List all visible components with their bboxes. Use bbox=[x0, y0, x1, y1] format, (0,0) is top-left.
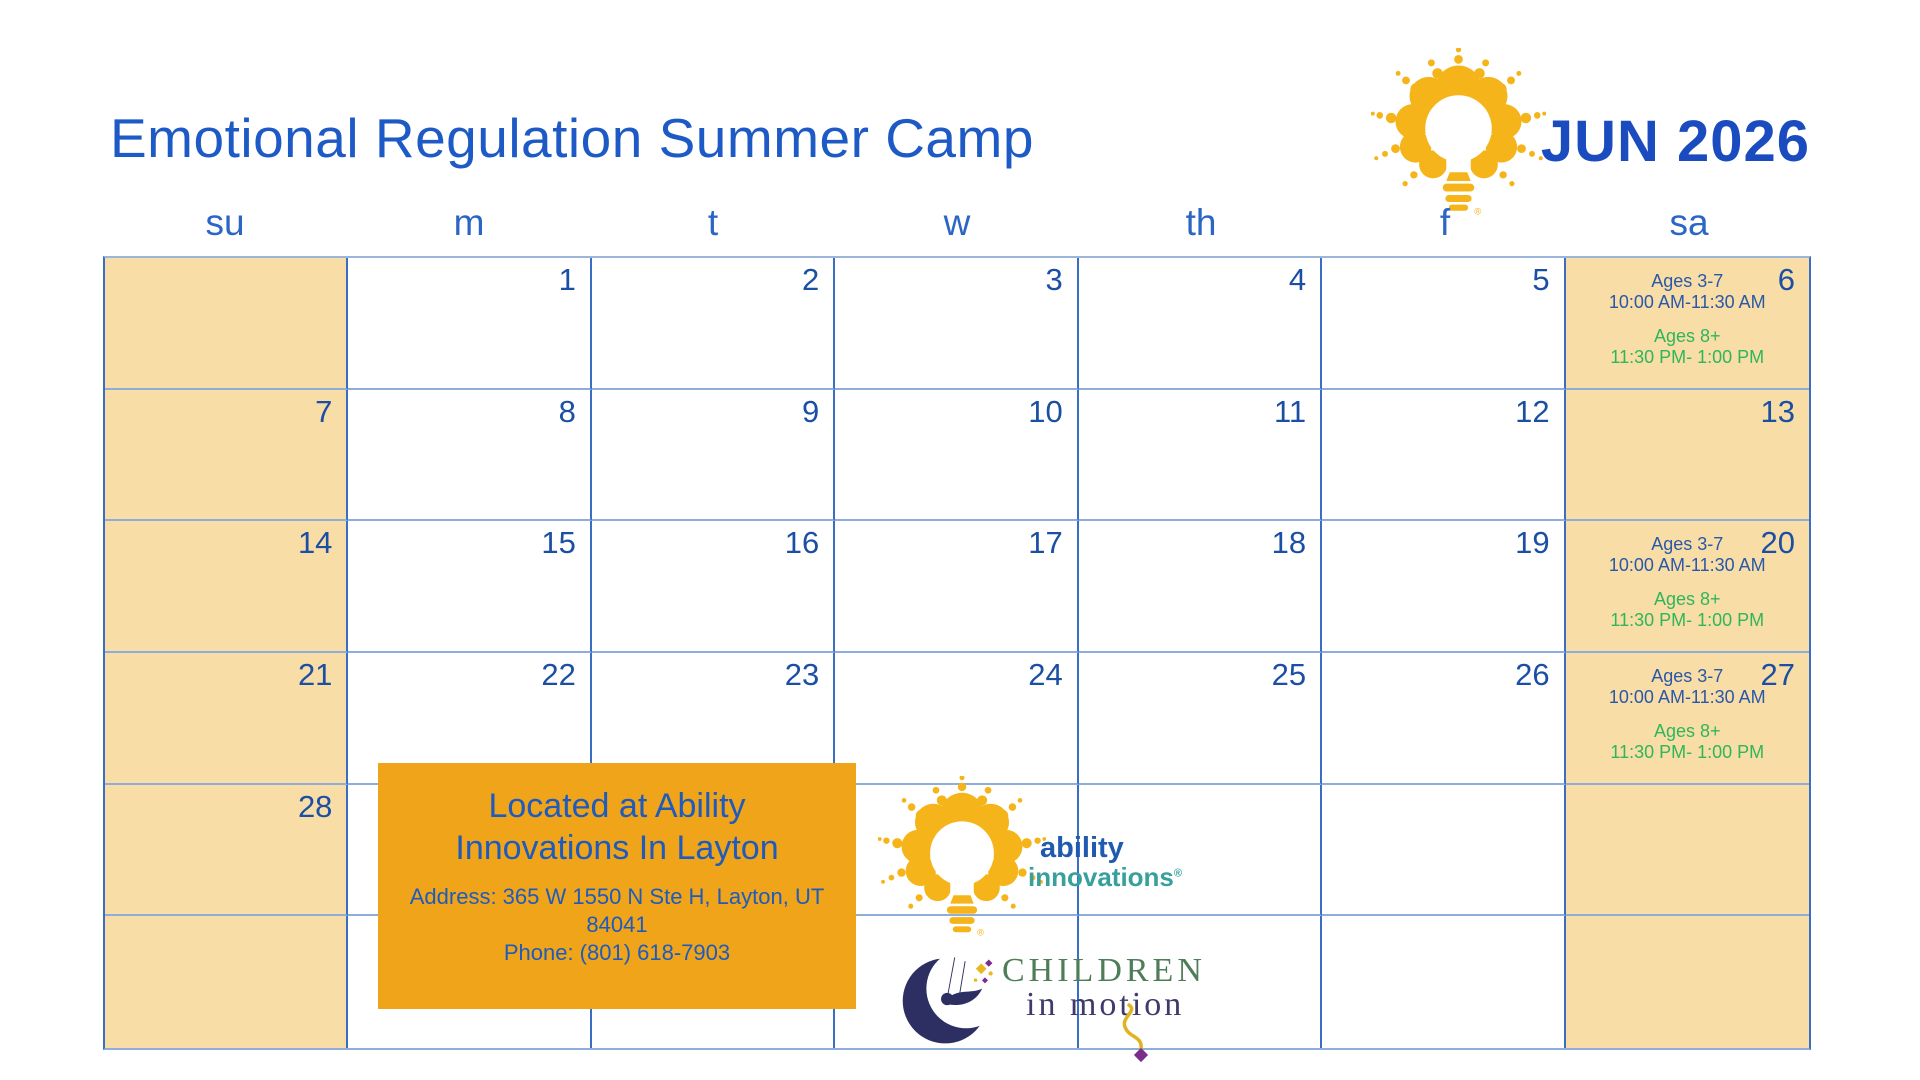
event-ages-3-7: Ages 3-7 10:00 AM-11:30 AM bbox=[1608, 271, 1766, 312]
weekday-label-wednesday: w bbox=[943, 202, 971, 243]
date-number: 2 bbox=[802, 262, 820, 297]
date-number: 24 bbox=[1028, 657, 1063, 692]
date-number: 14 bbox=[297, 525, 333, 561]
calendar-cell: 12 bbox=[1322, 389, 1566, 522]
location-address-line1: Address: 365 W 1550 N Ste H, Layton, UT bbox=[409, 884, 825, 909]
date-number: 21 bbox=[297, 657, 333, 692]
date-number: 9 bbox=[802, 393, 820, 429]
event-block: Ages 3-7 10:00 AM-11:30 AM Ages 8+ 11:30 PM… bbox=[1566, 521, 1809, 631]
children-logo-line2: in motion bbox=[1026, 986, 1185, 1023]
calendar-cell: 9 bbox=[591, 389, 836, 522]
calendar-cell: 6 Ages 3-7 10:00 AM-11:30 AM Ages 8+ 11:30 P… bbox=[1565, 258, 1809, 390]
kite-tail-swirl-icon bbox=[1122, 1003, 1149, 1063]
date-number: 7 bbox=[315, 393, 333, 429]
calendar-cell: 25 bbox=[1078, 653, 1323, 785]
weekday-label-sunday: su bbox=[205, 202, 245, 243]
event-block: Ages 3-7 10:00 AM-11:30 AM Ages 8+ 11:30 PM… bbox=[1566, 258, 1809, 368]
calendar-cell bbox=[1565, 916, 1809, 1048]
page-title: Emotional Regulation Summer Camp bbox=[110, 107, 1034, 169]
calendar-cell: 3 bbox=[835, 258, 1079, 390]
weekday-label-tuesday: t bbox=[707, 202, 719, 243]
date-number: 28 bbox=[297, 788, 333, 824]
calendar-cell: 26 bbox=[1322, 653, 1566, 785]
date-number: 13 bbox=[1760, 393, 1795, 429]
calendar-cell: 20 Ages 3-7 10:00 AM-11:30 AM Ages 8+ 11:30 … bbox=[1565, 521, 1809, 653]
children-in-motion-moon-icon bbox=[902, 948, 1002, 1044]
calendar-cell: 17 bbox=[835, 521, 1079, 653]
date-number: 16 bbox=[784, 525, 820, 561]
calendar-cell: 15 bbox=[348, 521, 592, 653]
calendar-cell: 4 bbox=[1078, 258, 1323, 390]
registered-mark: ® bbox=[1173, 867, 1183, 880]
weekday-label-saturday: sa bbox=[1669, 202, 1709, 243]
sunburst-lightbulb-logo-icon bbox=[1371, 48, 1546, 223]
calendar-cell: 14 bbox=[105, 521, 349, 653]
calendar-cell: 21 bbox=[105, 653, 349, 785]
calendar-cell: 13 bbox=[1565, 389, 1809, 522]
date-number: 5 bbox=[1532, 262, 1550, 297]
calendar-cell bbox=[105, 916, 349, 1048]
calendar-cell: 19 bbox=[1322, 521, 1566, 653]
date-number: 12 bbox=[1515, 393, 1550, 429]
date-number: 22 bbox=[541, 657, 576, 692]
calendar-cell: 16 bbox=[591, 521, 836, 653]
month-label: JUN 2026 bbox=[1540, 109, 1810, 174]
event-ages-8-plus: Ages 8+ 11:30 PM- 1:00 PM bbox=[1610, 721, 1765, 762]
calendar-grid: 1 2 3 4 5 6 Ages 3-7 10:00 AM-11:30 AM Ages 8+ 11… bbox=[103, 256, 1811, 1050]
location-address-line2: 84041 bbox=[586, 912, 648, 937]
children-logo-line1: CHILDREN bbox=[1002, 952, 1206, 989]
date-number: 3 bbox=[1045, 262, 1063, 297]
calendar-cell: 28 bbox=[105, 784, 349, 917]
date-number: 25 bbox=[1271, 657, 1307, 692]
calendar-cell bbox=[1322, 916, 1566, 1048]
date-number: 4 bbox=[1288, 262, 1307, 297]
location-title-line1: Located at Ability bbox=[488, 787, 746, 825]
event-ages-8-plus: Ages 8+ 11:30 PM- 1:00 PM bbox=[1610, 326, 1765, 367]
event-block: Ages 3-7 10:00 AM-11:30 AM Ages 8+ 11:30 PM… bbox=[1566, 653, 1809, 763]
date-number: 1 bbox=[558, 262, 576, 297]
calendar-cell: 18 bbox=[1078, 521, 1323, 653]
weekday-header-row: su m t w th f sa bbox=[103, 202, 1811, 254]
calendar-cell bbox=[1078, 916, 1323, 1048]
date-number: 11 bbox=[1273, 393, 1307, 429]
calendar-cell: 22 bbox=[348, 653, 592, 785]
calendar-cell: 1 bbox=[348, 258, 592, 390]
calendar-cell: 5 bbox=[1322, 258, 1566, 390]
date-number: 17 bbox=[1028, 525, 1063, 561]
calendar-cell bbox=[1078, 784, 1323, 917]
date-number: 10 bbox=[1028, 393, 1063, 429]
ability-logo-word2: innovations® bbox=[1028, 862, 1183, 892]
date-number: 6 bbox=[1777, 262, 1795, 297]
location-phone: Phone: (801) 618-7903 bbox=[503, 940, 731, 965]
date-number: 8 bbox=[558, 393, 576, 429]
calendar-cell: 10 bbox=[835, 389, 1079, 522]
date-number: 18 bbox=[1271, 525, 1307, 561]
calendar-cell bbox=[1322, 784, 1566, 917]
ability-innovations-lightbulb-icon bbox=[878, 776, 1046, 944]
calendar-cell: 24 bbox=[835, 653, 1079, 785]
calendar-cell: 27 Ages 3-7 10:00 AM-11:30 AM Ages 8+ 11:30 … bbox=[1565, 653, 1809, 785]
weekday-label-thursday: th bbox=[1185, 202, 1217, 243]
date-number: 20 bbox=[1760, 525, 1795, 561]
calendar-cell: 11 bbox=[1078, 389, 1323, 522]
date-number: 23 bbox=[784, 657, 820, 692]
calendar-cell: 2 bbox=[591, 258, 836, 390]
ability-logo-word1: ability bbox=[1040, 832, 1124, 864]
date-number: 19 bbox=[1515, 525, 1550, 561]
location-title-line2: Innovations In Layton bbox=[455, 829, 779, 867]
event-ages-3-7: Ages 3-7 10:00 AM-11:30 AM bbox=[1608, 534, 1766, 576]
location-info-box: Located at Ability Innovations In Layton… bbox=[378, 763, 856, 1009]
date-number: 27 bbox=[1760, 657, 1795, 692]
calendar-cell bbox=[1565, 784, 1809, 917]
event-ages-3-7: Ages 3-7 10:00 AM-11:30 AM bbox=[1608, 666, 1766, 707]
weekday-label-friday: f bbox=[1439, 202, 1451, 243]
calendar-cell bbox=[105, 258, 349, 390]
calendar-cell: 7 bbox=[105, 389, 349, 522]
date-number: 26 bbox=[1515, 657, 1550, 692]
calendar-cell: 8 bbox=[348, 389, 592, 522]
date-number: 15 bbox=[541, 525, 576, 561]
weekday-label-monday: m bbox=[453, 202, 485, 243]
event-ages-8-plus: Ages 8+ 11:30 PM- 1:00 PM bbox=[1610, 589, 1765, 631]
